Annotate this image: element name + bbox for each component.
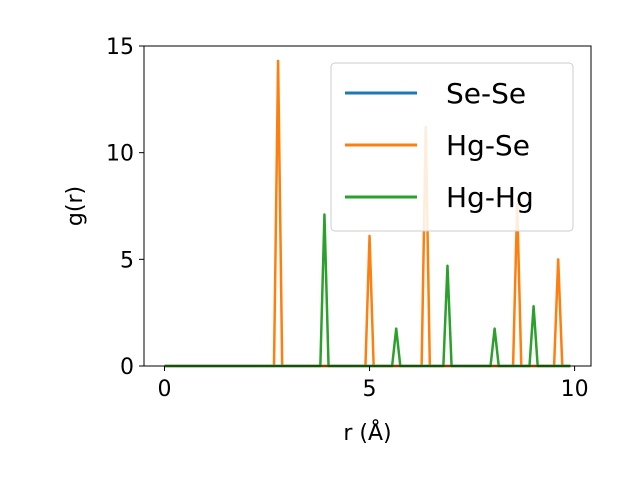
y-tick-label: 10 bbox=[106, 142, 134, 167]
legend: Se-Se Hg-Se Hg-Hg bbox=[330, 62, 574, 232]
series-line-hg-hg bbox=[164, 213, 571, 368]
y-tick-label: 0 bbox=[120, 355, 134, 380]
x-axis: 0 5 10 bbox=[158, 366, 589, 402]
legend-box bbox=[330, 62, 574, 232]
plot-frame bbox=[143, 45, 592, 367]
y-tick-label: 15 bbox=[106, 35, 134, 60]
y-axis: 0 5 10 15 bbox=[106, 35, 144, 380]
legend-label: Hg-Hg bbox=[446, 181, 534, 214]
x-tick-label: 5 bbox=[363, 377, 377, 402]
y-tick-label: 5 bbox=[120, 248, 134, 273]
x-tick-label: 0 bbox=[158, 377, 172, 402]
legend-label: Hg-Se bbox=[446, 129, 530, 162]
legend-label: Se-Se bbox=[446, 77, 526, 110]
y-axis-label: g(r) bbox=[63, 186, 88, 226]
x-axis-label: r (Å) bbox=[343, 419, 391, 446]
x-tick-label: 10 bbox=[561, 377, 589, 402]
